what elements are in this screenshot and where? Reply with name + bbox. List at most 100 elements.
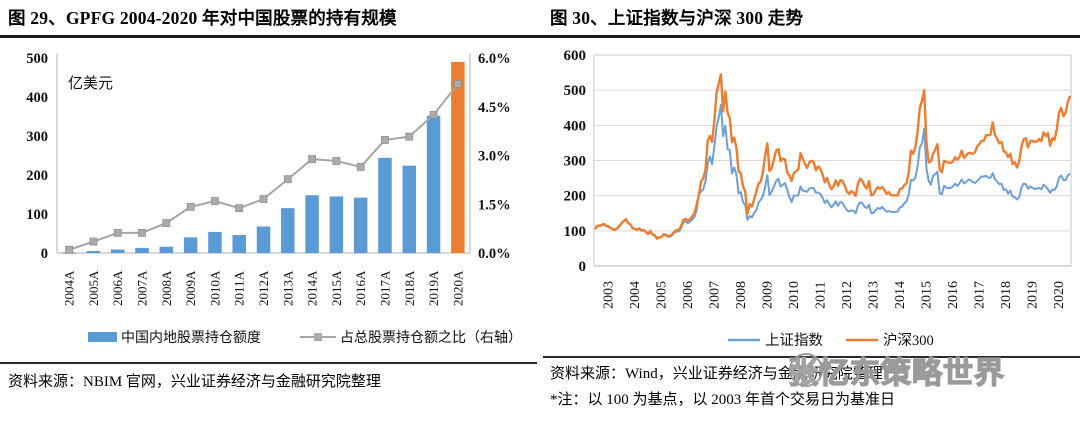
x-axis-tick-label: 2014 [893,281,908,309]
x-axis-tick-label: 2018 [999,281,1014,309]
ratio-marker-2004A [65,245,74,254]
legend-label-csi300: 沪深300 [883,332,934,349]
y-axis-tick-label: 200 [564,189,587,205]
legend-bar-swatch [88,332,117,342]
bar-2010A [208,231,222,253]
x-axis-tick-label: 2014A [305,270,320,306]
x-axis-tick-label: 2006 [681,281,696,309]
left-axis-tick-label: 500 [26,51,48,67]
x-axis-tick-label: 2013A [280,270,295,306]
bar-2015A [329,196,344,253]
unit-label: 亿美元 [68,75,113,92]
bar-2008A [159,246,174,253]
figure-29-source: 资料来源：NBIM 官网，兴业证券经济与金融研究院整理 [8,374,381,390]
x-axis-tick-label: 2011 [813,282,828,309]
bar-2016A [353,197,368,253]
bar-2014A [305,195,319,253]
x-axis-tick-label: 2010A [207,270,222,306]
x-axis-tick-label: 2004A [62,270,77,306]
title-divider-rule [0,35,1080,38]
figure-29-title: 图 29、GPFG 2004-2020 年对中国股票的持有规模 [8,8,397,28]
legend-label-sse: 上证指数 [765,332,823,349]
right-axis-tick-label: 1.5% [478,197,511,213]
x-axis-tick-label: 2017A [377,270,392,306]
ratio-marker-2009A [186,202,195,211]
ratio-marker-2016A [356,162,365,171]
bar-2009A [183,237,198,253]
bar-2018A [402,165,417,253]
right-axis-tick-label: 4.5% [478,100,511,116]
figure-30-source: 资料来源：Wind，兴业证券经济与金融研究院整理 [550,366,883,382]
x-axis-tick-label: 2013 [866,281,881,309]
right-axis-tick-label: 6.0% [478,51,511,67]
ratio-marker-2013A [283,175,292,184]
ratio-marker-2018A [405,132,414,141]
legend-label-bars: 中国内地股票持仓额度 [121,330,261,346]
bar-2005A [86,251,101,253]
left-axis-tick-label: 0 [41,246,48,262]
ratio-marker-2010A [211,197,219,205]
right-axis-tick-label: 0.0% [478,246,511,262]
x-axis-tick-label: 2018A [402,270,417,306]
x-axis-tick-label: 2016 [946,281,961,309]
ratio-marker-2005A [89,237,98,246]
x-axis-tick-label: 2020A [450,270,465,306]
x-axis-tick-label: 2007 [707,281,722,309]
ratio-line [68,83,459,251]
ratio-marker-2017A [381,136,389,144]
ratio-marker-2020A [453,80,462,88]
figure-30-note: *注：以 100 为基点，以 2003 年首个交易日为基准日 [550,392,896,408]
y-axis-tick-label: 300 [564,154,587,170]
bar-2007A [135,247,149,253]
ratio-marker-2019A [429,110,438,119]
bar-2011A [232,235,246,253]
x-axis-tick-label: 2015A [329,270,344,306]
x-axis-tick-label: 2017 [972,281,987,309]
x-axis-tick-label: 2019A [426,270,441,306]
ratio-marker-2014A [308,155,316,163]
bar-2006A [110,249,125,253]
left-axis-tick-label: 300 [26,129,48,145]
legend-label-ratio: 占总股票持仓额之比（右轴） [340,330,522,346]
left-axis-tick-label: 100 [26,207,48,223]
bar-2017A [378,157,392,253]
bar-2020A [451,61,465,254]
x-axis-tick-label: 2009A [183,270,198,306]
ratio-marker-2011A [235,204,244,213]
figure-30-title: 图 30、上证指数与沪深 300 走势 [550,8,804,28]
figure-29-footer-rule [0,362,537,364]
x-axis-tick-label: 2020 [1052,281,1067,309]
bar-2012A [256,226,271,253]
x-axis-tick-label: 2006A [110,270,125,306]
x-axis-tick-label: 2019 [1025,281,1040,309]
ratio-marker-2006A [113,228,122,237]
x-axis-tick-label: 2012 [840,281,855,309]
y-axis-tick-label: 400 [564,118,587,134]
left-axis-tick-label: 200 [26,168,48,184]
x-axis-tick-label: 2004 [628,281,643,309]
x-axis-tick-label: 2008 [734,281,749,309]
x-axis-tick-label: 2011A [232,270,247,306]
x-axis-tick-label: 2009 [760,281,775,309]
x-axis-tick-label: 2005 [654,281,669,309]
x-axis-tick-label: 2007A [135,270,150,306]
x-axis-tick-label: 2016A [353,270,368,306]
x-axis-tick-label: 2008A [159,270,174,306]
x-axis-tick-label: 2010 [787,281,802,309]
x-axis-tick-label: 2012A [256,270,271,306]
bar-2019A [426,115,441,253]
ratio-marker-2012A [259,195,268,203]
csi300-line [594,73,1072,240]
legend-line-marker [314,333,322,341]
y-axis-tick-label: 600 [564,48,587,64]
left-axis-tick-label: 400 [26,90,48,106]
ratio-marker-2015A [332,157,341,165]
x-axis-tick-label: 2003 [601,281,616,309]
gpfg-china-holdings-chart: 0 100 200 300 400 500 0.0% 1.5% 3.0% 4.5% 6.0% 亿美元 2… [26,51,522,346]
x-axis-tick-label: 2005A [86,270,101,306]
ratio-marker-2008A [162,219,171,228]
y-axis-tick-label: 100 [564,224,587,240]
bar-2013A [281,208,295,253]
y-axis-tick-label: 500 [564,83,587,99]
